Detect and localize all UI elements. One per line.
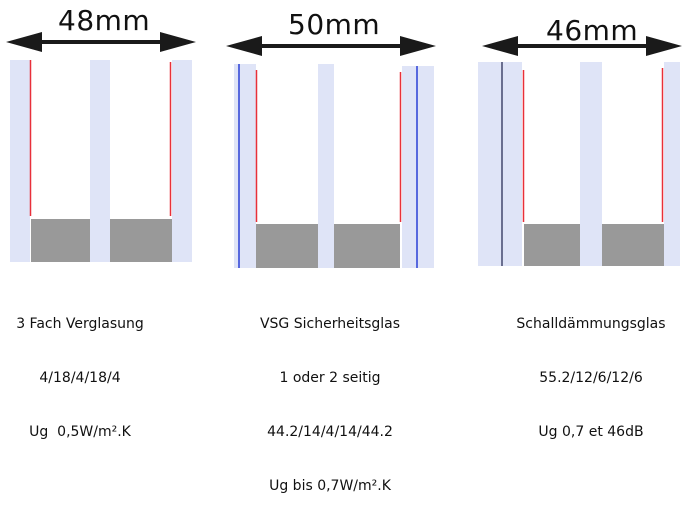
dimension-arrow	[482, 36, 682, 56]
dimension-label-48mm: 48mm	[58, 4, 151, 37]
caption-line: 4/18/4/18/4	[39, 370, 121, 386]
spacer	[524, 224, 580, 266]
caption-title: VSG Sicherheitsglas	[259, 316, 401, 332]
glass-pane	[664, 62, 680, 266]
glass-pane	[10, 60, 30, 262]
spacer	[110, 219, 172, 262]
dimension-label-50mm: 50mm	[288, 8, 381, 41]
caption-title: Schalldämmungsglas	[516, 316, 666, 332]
caption-triple-glazing: 3 Fach Verglasung 4/18/4/18/4 Ug 0,5W/m²…	[0, 279, 160, 459]
caption-line: 44.2/14/4/14/44.2	[267, 424, 393, 440]
dimension-label-46mm: 46mm	[546, 14, 639, 47]
spacer	[256, 224, 318, 268]
glass-pane	[90, 60, 110, 262]
caption-title: 3 Fach Verglasung	[16, 316, 144, 332]
spacer	[334, 224, 400, 268]
spacer	[31, 219, 90, 262]
diagram-laminated-safety-glass	[226, 36, 436, 268]
caption-line: Ug 0,7 et 46dB	[538, 424, 644, 440]
caption-line: Ug bis 0,7W/m².K	[269, 478, 391, 494]
dimension-arrow	[6, 32, 196, 52]
glass-pane	[402, 66, 434, 268]
diagram-triple-glazing	[6, 32, 196, 262]
diagram-sound-insulation-glass	[478, 36, 682, 266]
glazing-diagrams	[6, 32, 682, 268]
glass-pane	[580, 62, 602, 266]
glass-pane	[478, 62, 522, 266]
caption-sound-insulation-glass: Schalldämmungsglas 55.2/12/6/12/6 Ug 0,7…	[506, 279, 676, 459]
glass-pane	[234, 64, 256, 268]
caption-line: 55.2/12/6/12/6	[539, 370, 643, 386]
caption-laminated-safety-glass: VSG Sicherheitsglas 1 oder 2 seitig 44.2…	[238, 279, 422, 513]
glass-pane	[318, 64, 334, 268]
glass-pane	[172, 60, 192, 262]
dimension-arrow	[226, 36, 436, 56]
spacer	[602, 224, 664, 266]
caption-line: 1 oder 2 seitig	[279, 370, 381, 386]
caption-line: Ug 0,5W/m².K	[29, 424, 131, 440]
